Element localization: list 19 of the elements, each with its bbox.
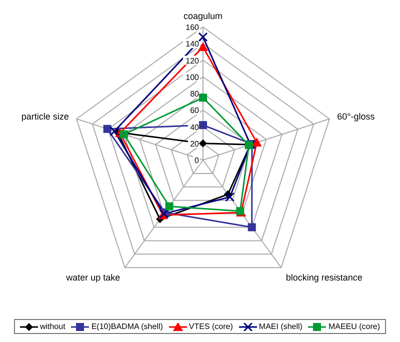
y-tick-label: 140 (186, 40, 200, 49)
y-tick-label: 60 (190, 106, 200, 116)
spoke-label: particle size (21, 112, 69, 122)
legend-label: MAEEU (core) (328, 322, 380, 331)
spoke-label: blocking resistance (286, 272, 362, 282)
spoke-label: coagulum (183, 11, 223, 21)
legend-label: VTES (core) (188, 322, 233, 331)
legend-label: E(10)BADMA (shell) (91, 322, 163, 331)
y-tick-label: 80 (190, 90, 200, 98)
legend-label: without (40, 322, 66, 331)
y-tick-label: 40 (190, 122, 200, 132)
y-tick-label: 100 (186, 72, 200, 82)
spoke-label: 60°-gloss (337, 112, 376, 122)
legend-label: MAEI (shell) (258, 322, 302, 331)
y-tick-label: 160 (186, 23, 200, 32)
spoke-label: water up take (65, 272, 120, 282)
y-tick-label: 0 (194, 156, 200, 165)
y-tick-label: 120 (186, 56, 200, 66)
y-tick-label: 20 (190, 139, 200, 148)
